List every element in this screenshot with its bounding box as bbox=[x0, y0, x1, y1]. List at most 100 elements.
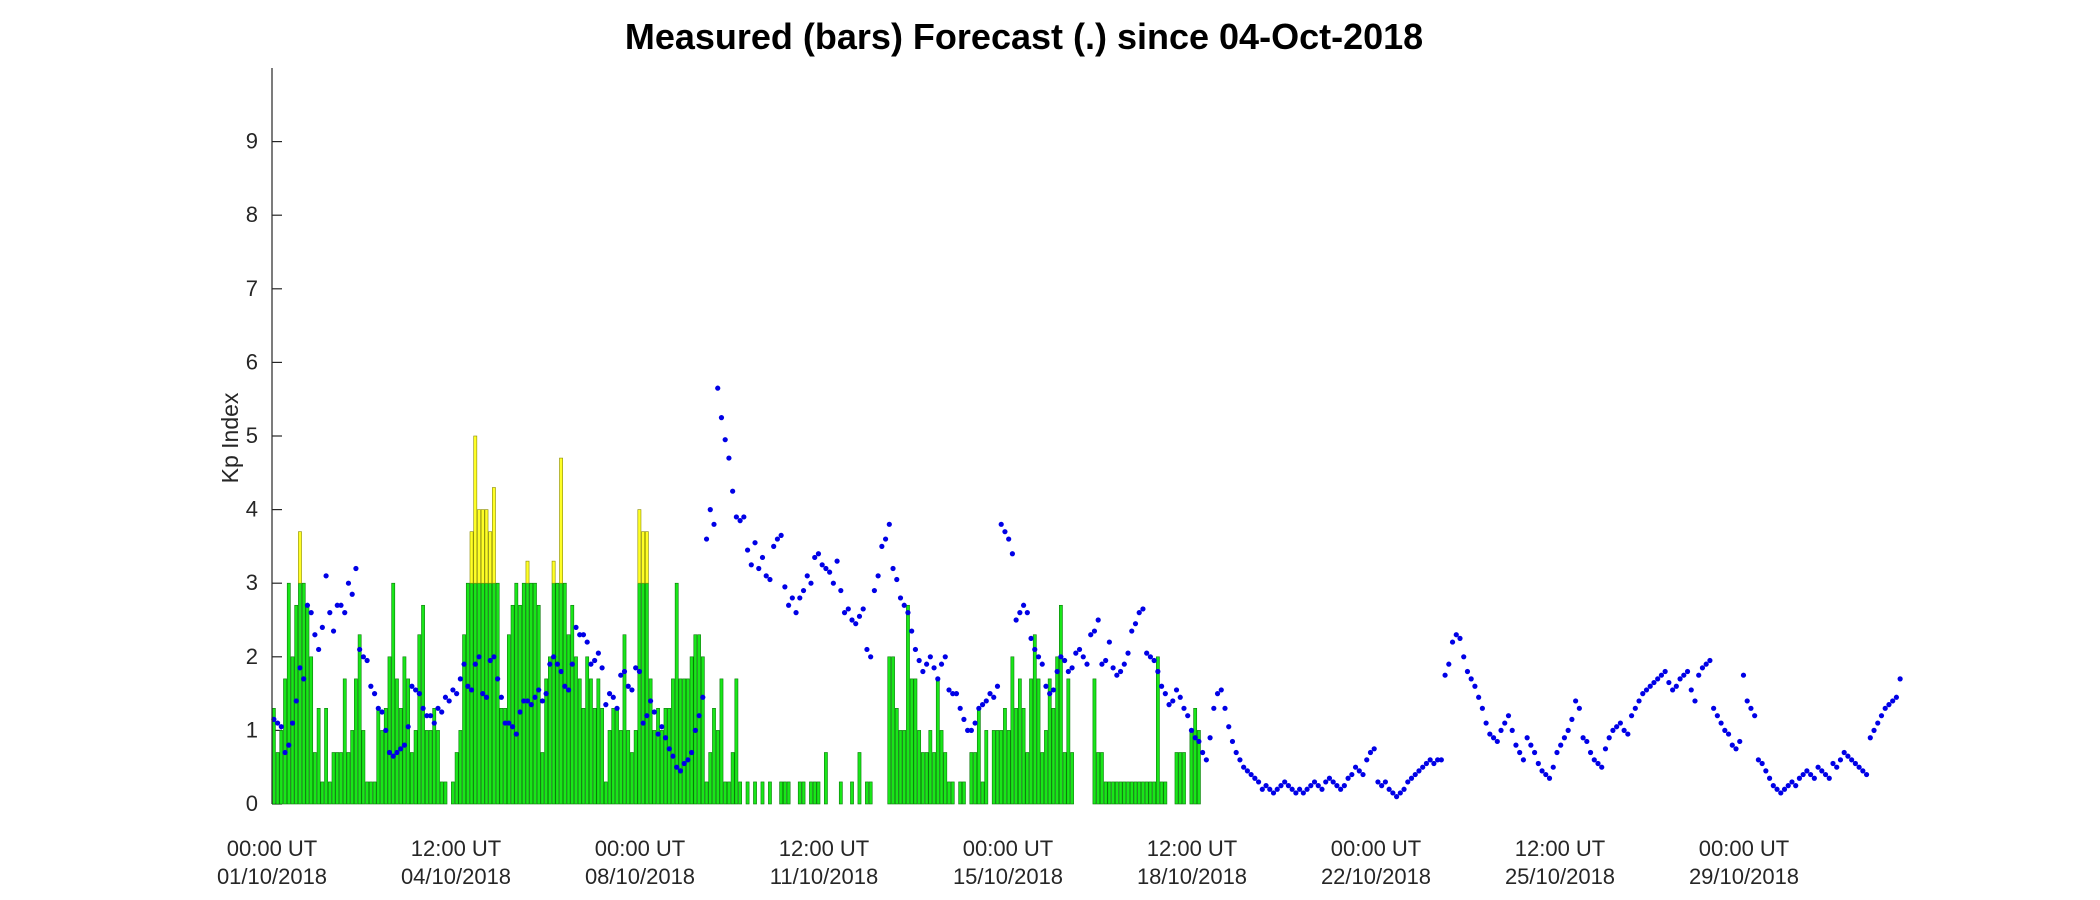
measured-bar bbox=[518, 604, 522, 805]
measured-bar bbox=[1044, 730, 1048, 805]
forecast-point bbox=[536, 687, 542, 693]
measured-bar bbox=[383, 708, 388, 805]
measured-bar bbox=[641, 582, 645, 805]
forecast-point bbox=[465, 683, 471, 689]
measured-bar bbox=[1003, 708, 1007, 805]
forecast-point bbox=[1513, 742, 1519, 748]
forecast-point bbox=[1263, 783, 1269, 789]
measured-bar bbox=[271, 708, 276, 805]
measured-bar bbox=[891, 656, 895, 805]
measured-bar-above-threshold bbox=[298, 531, 302, 584]
forecast-point bbox=[1826, 775, 1832, 781]
measured-bar bbox=[615, 708, 619, 805]
forecast-point bbox=[1886, 702, 1892, 708]
forecast-point bbox=[1651, 679, 1657, 686]
forecast-point bbox=[1166, 702, 1172, 708]
forecast-point bbox=[1539, 768, 1545, 774]
measured-bar bbox=[305, 604, 310, 805]
forecast-point bbox=[1218, 687, 1224, 693]
measured-bar bbox=[279, 730, 284, 805]
forecast-points bbox=[271, 385, 1903, 800]
measured-bar bbox=[1055, 656, 1060, 805]
measured-bar bbox=[462, 634, 466, 805]
forecast-point bbox=[1670, 687, 1676, 693]
forecast-point bbox=[1744, 698, 1750, 704]
measured-bars bbox=[271, 435, 1201, 805]
measured-bar bbox=[730, 752, 735, 805]
forecast-point bbox=[1173, 687, 1180, 693]
forecast-point bbox=[1621, 727, 1627, 734]
measured-bar-above-threshold bbox=[488, 531, 493, 584]
forecast-point bbox=[1226, 724, 1232, 730]
measured-bar bbox=[316, 708, 321, 805]
forecast-point bbox=[472, 661, 478, 667]
measured-bar bbox=[533, 582, 537, 805]
measured-bar bbox=[779, 781, 784, 805]
x-tick-label-time: 12:00 UT bbox=[779, 836, 870, 861]
x-axis-ticks: 00:00 UT 01/10/2018 12:00 UT 04/10/2018 00:0… bbox=[217, 836, 1799, 889]
forecast-point bbox=[961, 716, 967, 722]
forecast-point bbox=[1091, 628, 1098, 634]
forecast-point bbox=[360, 654, 366, 660]
forecast-point bbox=[1255, 779, 1262, 785]
forecast-point bbox=[606, 691, 613, 697]
forecast-point bbox=[1155, 668, 1161, 675]
forecast-point bbox=[450, 687, 456, 693]
y-tick-label: 5 bbox=[246, 423, 258, 448]
forecast-point bbox=[274, 720, 281, 726]
forecast-point bbox=[621, 668, 628, 675]
measured-bar bbox=[809, 781, 813, 805]
forecast-point bbox=[323, 573, 329, 579]
forecast-point bbox=[730, 488, 736, 494]
measured-bar bbox=[477, 582, 481, 805]
measured-bar bbox=[600, 708, 604, 805]
forecast-point bbox=[1822, 771, 1829, 778]
forecast-point bbox=[1047, 691, 1053, 697]
measured-bar bbox=[589, 678, 593, 805]
forecast-point bbox=[573, 624, 579, 630]
measured-bar bbox=[324, 708, 328, 805]
measured-bar bbox=[376, 708, 381, 805]
measured-bar bbox=[417, 634, 422, 805]
measured-bar bbox=[283, 678, 287, 805]
measured-bar bbox=[812, 781, 817, 805]
measured-bar bbox=[838, 781, 843, 805]
measured-bar bbox=[622, 634, 627, 805]
measured-bar bbox=[331, 752, 336, 805]
forecast-point bbox=[812, 554, 818, 561]
forecast-point bbox=[386, 749, 393, 756]
forecast-point bbox=[1330, 779, 1336, 785]
forecast-point bbox=[405, 724, 411, 730]
measured-bar-above-threshold bbox=[551, 560, 556, 584]
forecast-point bbox=[1464, 668, 1471, 675]
x-tick-label-time: 00:00 UT bbox=[595, 836, 686, 861]
forecast-point bbox=[1379, 783, 1385, 789]
forecast-point bbox=[1211, 705, 1217, 711]
forecast-point bbox=[502, 720, 508, 726]
measured-bar bbox=[1066, 678, 1071, 805]
forecast-point bbox=[610, 694, 616, 700]
forecast-point bbox=[532, 694, 538, 700]
forecast-point bbox=[1793, 783, 1799, 789]
forecast-point bbox=[1591, 757, 1597, 763]
forecast-point bbox=[1181, 705, 1187, 711]
measured-bar bbox=[499, 708, 504, 805]
forecast-point bbox=[1084, 661, 1090, 667]
chart-title: Measured (bars) Forecast (.) since 04-Oc… bbox=[625, 16, 1423, 57]
forecast-point bbox=[946, 687, 952, 693]
measured-bar bbox=[603, 781, 608, 805]
forecast-point bbox=[886, 521, 892, 527]
forecast-point bbox=[278, 724, 284, 730]
forecast-point bbox=[338, 602, 344, 608]
forecast-point bbox=[924, 661, 930, 667]
measured-bar bbox=[372, 781, 377, 805]
forecast-point bbox=[841, 610, 848, 616]
measured-bar bbox=[503, 708, 507, 805]
forecast-point bbox=[368, 683, 374, 689]
forecast-point bbox=[1110, 665, 1116, 671]
forecast-point bbox=[1707, 657, 1713, 664]
forecast-point bbox=[871, 587, 877, 594]
forecast-point bbox=[1315, 783, 1321, 789]
forecast-point bbox=[1338, 786, 1344, 792]
